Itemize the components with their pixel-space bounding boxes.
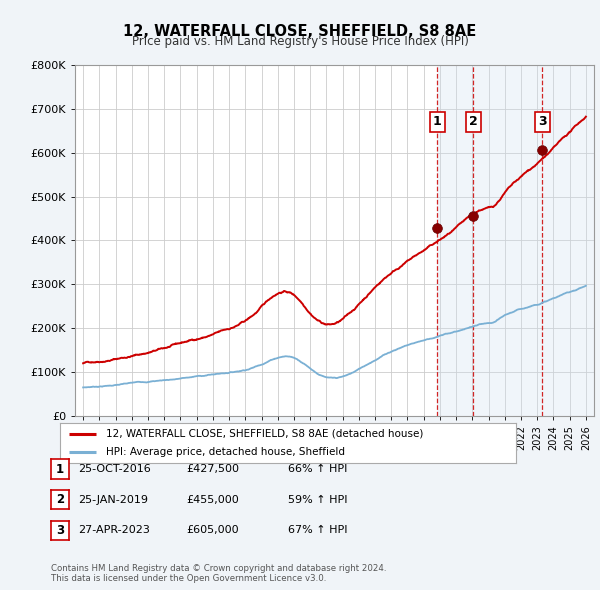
Text: 59% ↑ HPI: 59% ↑ HPI [288, 495, 347, 504]
Text: 2: 2 [469, 116, 478, 129]
Text: Price paid vs. HM Land Registry's House Price Index (HPI): Price paid vs. HM Land Registry's House … [131, 35, 469, 48]
Text: 27-APR-2023: 27-APR-2023 [78, 526, 150, 535]
Text: Contains HM Land Registry data © Crown copyright and database right 2024.
This d: Contains HM Land Registry data © Crown c… [51, 563, 386, 583]
Text: 2: 2 [56, 493, 64, 506]
Bar [437, 65, 473, 416]
Text: HPI: Average price, detached house, Sheffield: HPI: Average price, detached house, Shef… [106, 447, 344, 457]
Text: £427,500: £427,500 [186, 464, 239, 474]
Text: 12, WATERFALL CLOSE, SHEFFIELD, S8 8AE (detached house): 12, WATERFALL CLOSE, SHEFFIELD, S8 8AE (… [106, 429, 423, 439]
Text: £605,000: £605,000 [186, 526, 239, 535]
Text: 1: 1 [433, 116, 442, 129]
Text: 25-OCT-2016: 25-OCT-2016 [78, 464, 151, 474]
Text: 3: 3 [56, 524, 64, 537]
Text: 66% ↑ HPI: 66% ↑ HPI [288, 464, 347, 474]
Text: 67% ↑ HPI: 67% ↑ HPI [288, 526, 347, 535]
Text: 1: 1 [56, 463, 64, 476]
Bar [473, 65, 542, 416]
Text: 25-JAN-2019: 25-JAN-2019 [78, 495, 148, 504]
Text: 12, WATERFALL CLOSE, SHEFFIELD, S8 8AE: 12, WATERFALL CLOSE, SHEFFIELD, S8 8AE [124, 24, 476, 38]
Bar [542, 65, 594, 416]
Text: 3: 3 [538, 116, 547, 129]
Text: £455,000: £455,000 [186, 495, 239, 504]
